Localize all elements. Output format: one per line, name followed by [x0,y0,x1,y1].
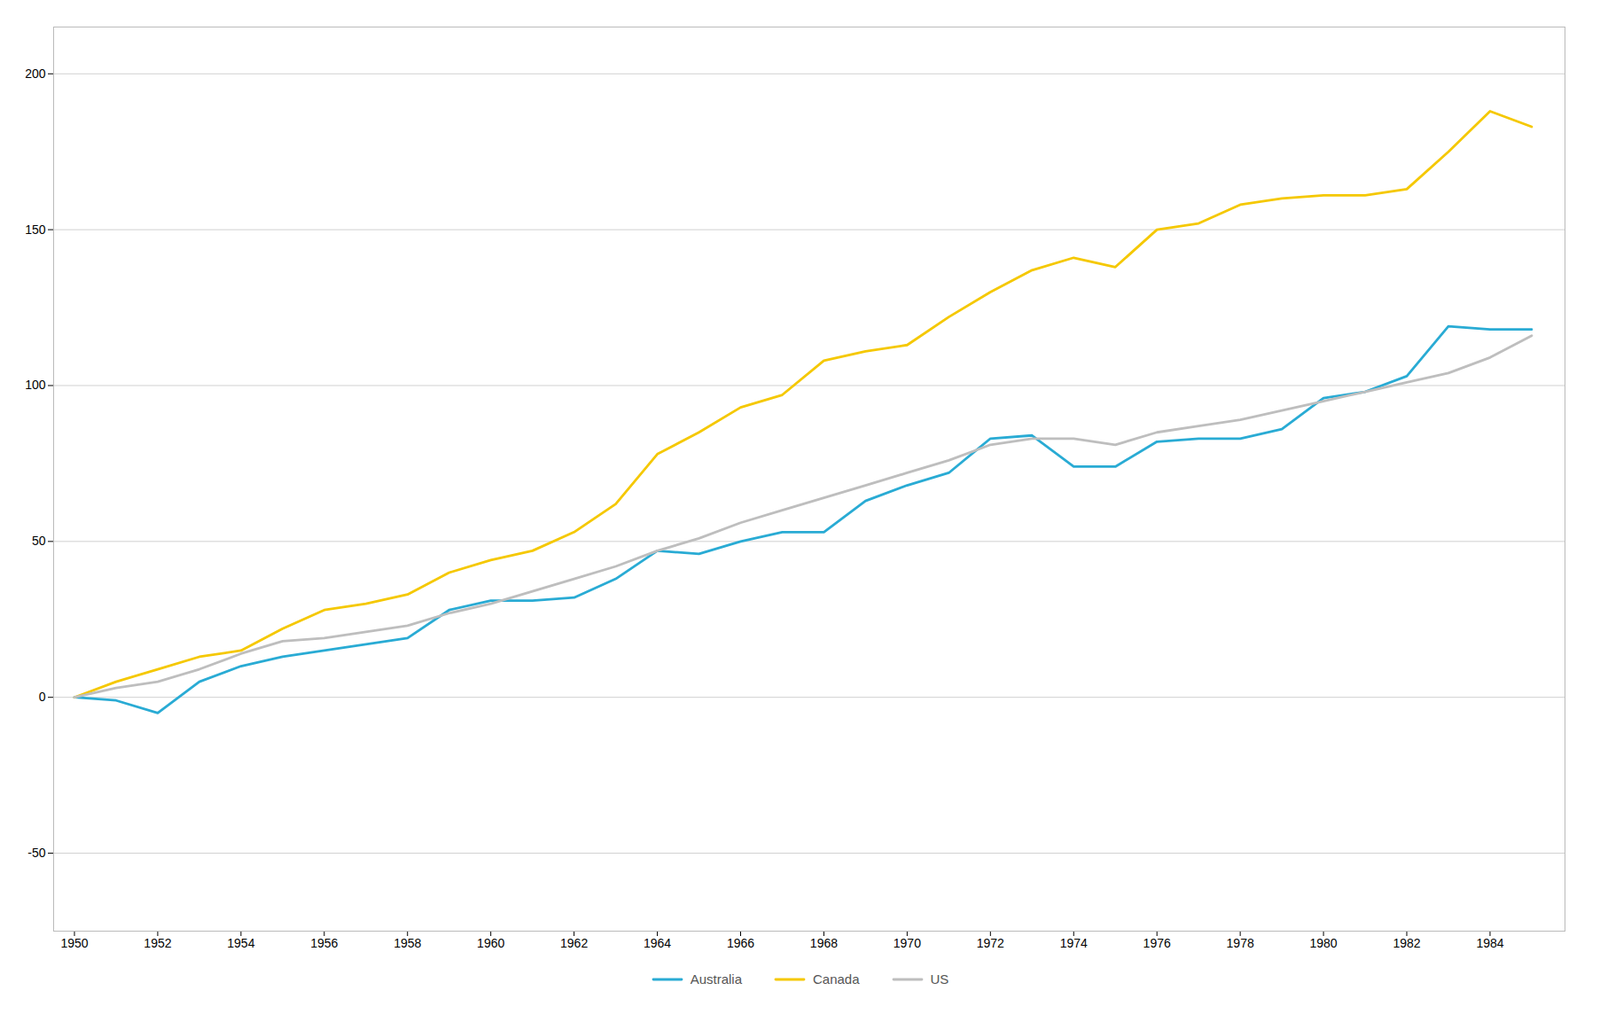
svg-text:1950: 1950 [60,936,88,951]
svg-text:-50: -50 [27,845,46,860]
svg-text:1976: 1976 [1143,936,1171,951]
svg-text:1958: 1958 [393,936,422,951]
svg-text:100: 100 [24,377,47,392]
svg-text:1966: 1966 [726,936,755,951]
svg-text:1974: 1974 [1060,936,1088,951]
html-text:Canada: Canada [812,971,860,987]
svg-text:50: 50 [31,533,47,548]
svg-text:1982: 1982 [1392,936,1421,951]
svg-text:200: 200 [24,66,47,81]
svg-text:0: 0 [39,689,47,704]
html-text:US: US [930,971,949,987]
svg-text:1978: 1978 [1226,936,1255,951]
svg-text:1954: 1954 [226,936,255,951]
svg-text:1972: 1972 [976,936,1005,951]
svg-text:1970: 1970 [893,936,921,951]
svg-text:150: 150 [24,222,47,237]
svg-text:1984: 1984 [1475,936,1504,951]
svg-text:1952: 1952 [143,936,172,951]
html-text:Australia: Australia [690,971,742,987]
svg-text:1960: 1960 [476,936,505,951]
svg-text:1956: 1956 [310,936,338,951]
svg-text:1980: 1980 [1309,936,1337,951]
svg-text:1964: 1964 [643,936,672,951]
svg-text:1968: 1968 [810,936,838,951]
svg-text:1962: 1962 [560,936,588,951]
